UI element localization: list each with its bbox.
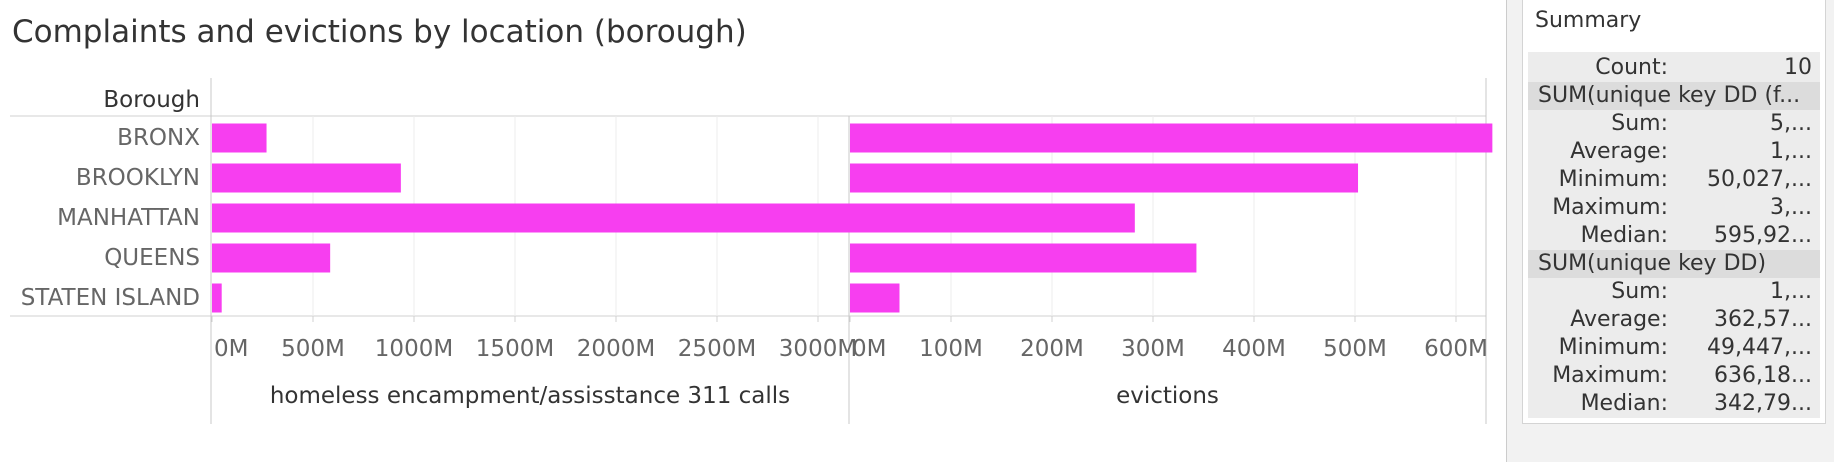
axis-title: evictions [1116, 383, 1219, 409]
summary-row: Minimum: 49,447,... [1528, 334, 1820, 362]
bar [212, 243, 331, 273]
summary-row: Sum: 1,... [1528, 278, 1820, 306]
summary-row: Average: 1,... [1528, 138, 1820, 166]
summary-group-header-label: SUM(unique key DD) [1538, 251, 1767, 276]
tick-label: 100M [919, 336, 983, 362]
summary-card: Summary Count: 10 SUM(unique key DD (f..… [1522, 0, 1826, 424]
chart-title: Complaints and evictions by location (bo… [12, 14, 747, 50]
summary-row-value: 1,... [1770, 279, 1812, 304]
summary-row-value: 362,57... [1714, 307, 1812, 332]
row-header-label: Borough [103, 87, 200, 113]
summary-row: Maximum: 636,18... [1528, 362, 1820, 390]
summary-row-label: Average: [1570, 307, 1668, 332]
category-label: BRONX [117, 125, 200, 151]
summary-row-label: Median: [1580, 391, 1668, 416]
tick-label: 0M [852, 336, 886, 362]
summary-group-header: SUM(unique key DD) [1528, 250, 1820, 278]
summary-row: Median: 595,92... [1528, 222, 1820, 250]
tick-label: 500M [281, 336, 345, 362]
bar [212, 203, 885, 233]
summary-table: Count: 10 SUM(unique key DD (f... Sum: 5… [1528, 52, 1820, 418]
category-label: MANHATTAN [57, 205, 200, 231]
bar [212, 123, 267, 153]
summary-row-value: 342,79... [1714, 391, 1812, 416]
summary-row-label: Maximum: [1552, 363, 1668, 388]
summary-row: Minimum: 50,027,... [1528, 166, 1820, 194]
tick-label: 1000M [375, 336, 453, 362]
bar-chart: Borough BRONX BROOKLYN MANHATTAN QUEENS STATE… [10, 78, 1493, 424]
bar [850, 123, 1493, 153]
summary-row-value: 50,027,... [1707, 167, 1812, 192]
bar [212, 283, 222, 313]
summary-row-label: Sum: [1611, 111, 1668, 136]
category-label: BROOKLYN [76, 165, 200, 191]
summary-row-value: 595,92... [1714, 223, 1812, 248]
summary-row-value: 5,... [1770, 111, 1812, 136]
summary-row-label: Minimum: [1558, 167, 1668, 192]
tick-label: 1500M [476, 336, 554, 362]
tick-label: 0M [214, 336, 248, 362]
summary-count-row: Count: 10 [1528, 54, 1820, 82]
tick-label: 200M [1020, 336, 1084, 362]
summary-row-label: Maximum: [1552, 195, 1668, 220]
summary-row-label: Average: [1570, 139, 1668, 164]
tick-label: 400M [1222, 336, 1286, 362]
summary-row-value: 49,447,... [1707, 335, 1812, 360]
summary-row-value: 3,... [1770, 195, 1812, 220]
summary-row-label: Minimum: [1558, 335, 1668, 360]
summary-row: Sum: 5,... [1528, 110, 1820, 138]
tick-label: 3000M [779, 336, 857, 362]
category-label: QUEENS [104, 245, 200, 271]
summary-group-header: SUM(unique key DD (f... [1528, 82, 1820, 110]
summary-title: Summary [1535, 8, 1642, 33]
summary-row-value: 636,18... [1714, 363, 1812, 388]
tick-label: 600M [1424, 336, 1488, 362]
summary-row-label: Sum: [1611, 279, 1668, 304]
summary-row: Median: 342,79... [1528, 390, 1820, 418]
summary-count-value: 10 [1784, 55, 1812, 80]
tick-label: 300M [1121, 336, 1185, 362]
summary-row-label: Median: [1580, 223, 1668, 248]
bar [212, 163, 401, 193]
tick-label: 500M [1323, 336, 1387, 362]
bar [850, 203, 1135, 233]
bar [850, 283, 900, 313]
tick-label: 2000M [577, 336, 655, 362]
bar [850, 163, 1359, 193]
summary-row: Maximum: 3,... [1528, 194, 1820, 222]
summary-row: Average: 362,57... [1528, 306, 1820, 334]
bar [850, 243, 1197, 273]
category-label: STATEN ISLAND [21, 285, 200, 311]
tick-label: 2500M [678, 336, 756, 362]
summary-row-value: 1,... [1770, 139, 1812, 164]
summary-count-label: Count: [1595, 55, 1668, 80]
summary-group-header-label: SUM(unique key DD (f... [1538, 83, 1801, 108]
axis-title: homeless encampment/assisstance 311 call… [270, 383, 790, 409]
